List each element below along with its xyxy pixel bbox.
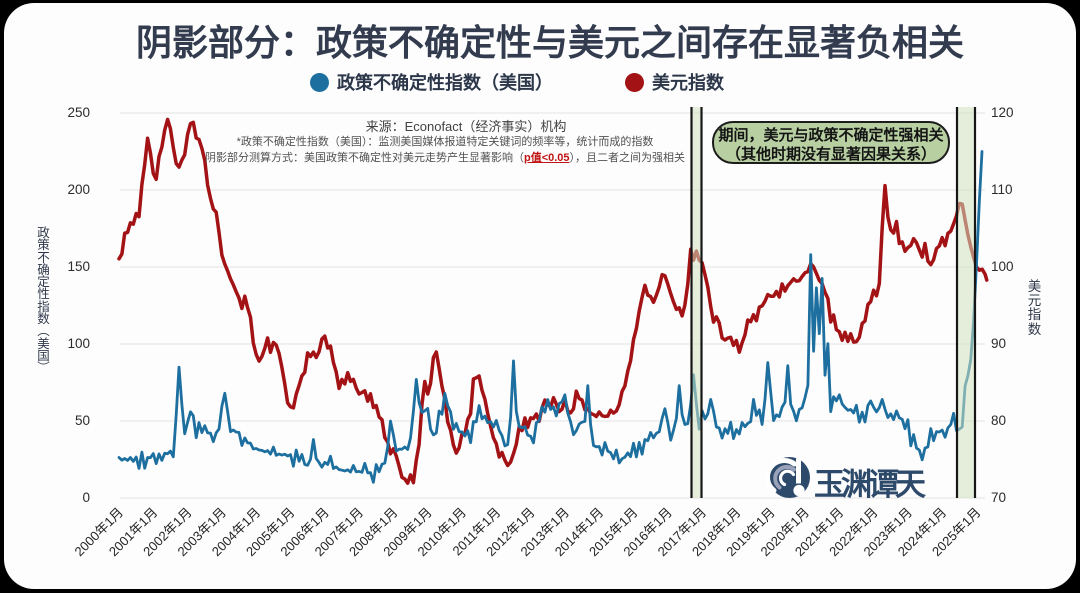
svg-text:150: 150: [67, 259, 90, 274]
svg-text:250: 250: [67, 105, 90, 120]
svg-text:80: 80: [991, 413, 1006, 428]
svg-text:100: 100: [67, 336, 90, 351]
svg-text:0: 0: [82, 490, 90, 505]
svg-text:200: 200: [67, 182, 90, 197]
svg-text:70: 70: [991, 490, 1006, 505]
svg-text:110: 110: [991, 182, 1013, 197]
svg-text:50: 50: [75, 413, 90, 428]
svg-text:90: 90: [991, 336, 1006, 351]
svg-text:100: 100: [991, 259, 1014, 274]
svg-text:120: 120: [991, 105, 1014, 120]
